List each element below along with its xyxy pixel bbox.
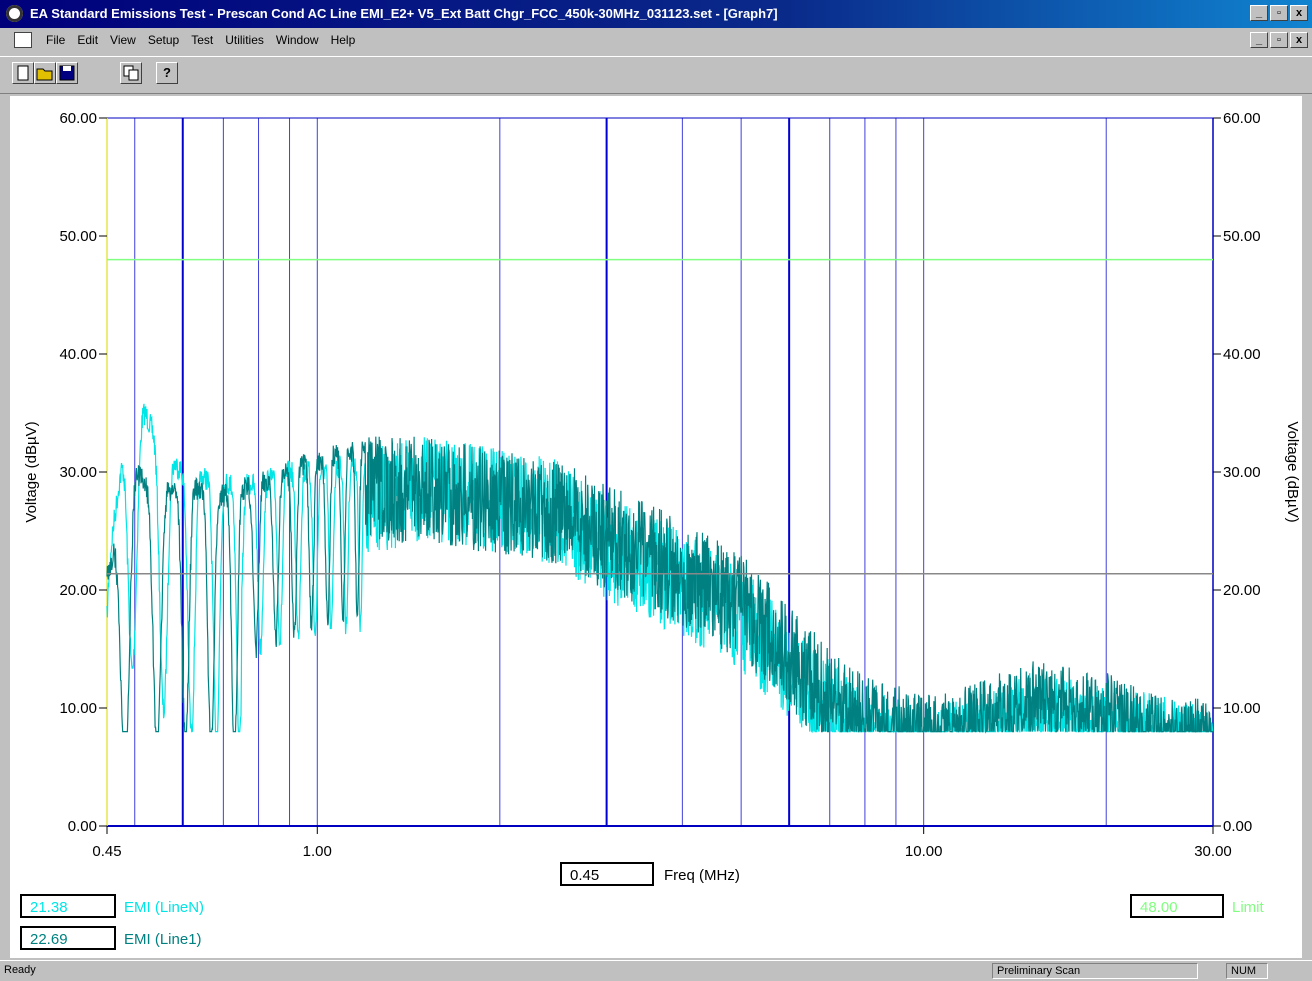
lineN-readout: 21.38 — [20, 894, 116, 918]
y-tick-label-0: 0.00 — [68, 818, 97, 835]
emissions-chart[interactable]: 0.00 0.00 10.00 10.00 20.00 20.00 30.00 30.00 40… — [10, 96, 1302, 958]
x-tick-label-1: 1.00 — [303, 843, 332, 860]
y-axis-label: Voltage (dBµV) — [23, 421, 40, 522]
menu-test[interactable]: Test — [191, 33, 214, 47]
y-tick-label-right-0: 0.00 — [1223, 818, 1252, 835]
y-axis-label-right: Voltage (dBµV) — [1284, 421, 1301, 522]
menu-help[interactable]: Help — [330, 33, 356, 47]
x-tick-label-3: 30.00 — [1194, 843, 1232, 860]
new-icon[interactable] — [12, 62, 34, 84]
freq-readout[interactable]: 0.45 — [560, 862, 654, 886]
minimize-button[interactable]: _ — [1250, 5, 1268, 21]
window-title: EA Standard Emissions Test - Prescan Con… — [30, 6, 778, 21]
menu-window[interactable]: Window — [275, 33, 319, 47]
status-ready: Ready — [4, 964, 36, 976]
y-tick-label-right-4: 40.00 — [1223, 346, 1261, 363]
title-bar: EA Standard Emissions Test - Prescan Con… — [0, 0, 1312, 28]
freq-axis-label: Freq (MHz) — [664, 867, 740, 884]
status-bar: Ready Preliminary Scan NUM — [0, 960, 1312, 981]
open-icon[interactable] — [34, 62, 56, 84]
y-tick-label-1: 10.00 — [59, 700, 97, 717]
document-icon[interactable] — [14, 32, 32, 48]
app-icon — [6, 5, 23, 22]
y-tick-label-right-1: 10.00 — [1223, 700, 1261, 717]
y-tick-label-5: 50.00 — [59, 228, 97, 245]
menu-view[interactable]: View — [110, 33, 136, 47]
mdi-minimize-button[interactable]: _ — [1250, 32, 1268, 48]
mdi-controls: _ ▫ x — [1250, 32, 1308, 48]
status-num: NUM — [1226, 963, 1268, 979]
y-tick-label-right-2: 20.00 — [1223, 582, 1261, 599]
line1-readout: 22.69 — [20, 926, 116, 950]
menu-file[interactable]: File — [46, 33, 66, 47]
menu-setup[interactable]: Setup — [147, 33, 180, 47]
maximize-button[interactable]: ▫ — [1270, 5, 1288, 21]
series-line1-trace — [106, 436, 1213, 734]
window-controls: _ ▫ x — [1250, 5, 1308, 21]
help-icon[interactable]: ? — [156, 62, 178, 84]
y-tick-label-3: 30.00 — [59, 464, 97, 481]
status-mode: Preliminary Scan — [992, 963, 1198, 979]
close-button[interactable]: x — [1290, 5, 1308, 21]
mdi-restore-button[interactable]: ▫ — [1270, 32, 1288, 48]
y-tick-label-right-6: 60.00 — [1223, 110, 1261, 127]
x-tick-label-2: 10.00 — [905, 843, 943, 860]
menu-bar: File Edit View Setup Test Utilities Wind… — [0, 28, 1312, 54]
x-tick-label-0: 0.45 — [92, 843, 121, 860]
mdi-close-button[interactable]: x — [1290, 32, 1308, 48]
chart-area: 0.00 0.00 10.00 10.00 20.00 20.00 30.00 30.00 40… — [10, 96, 1302, 958]
lineN-legend-label: EMI (LineN) — [124, 899, 205, 916]
limit-legend-label: Limit — [1232, 899, 1264, 916]
y-tick-label-2: 20.00 — [59, 582, 97, 599]
y-tick-label-right-3: 30.00 — [1223, 464, 1261, 481]
y-tick-label-right-5: 50.00 — [1223, 228, 1261, 245]
copy-icon[interactable] — [120, 62, 142, 84]
toolbar: ? — [0, 56, 1312, 94]
line1-legend-label: EMI (Line1) — [124, 931, 202, 948]
menu-edit[interactable]: Edit — [77, 33, 99, 47]
y-tick-label-4: 40.00 — [59, 346, 97, 363]
save-icon[interactable] — [56, 62, 78, 84]
menu-utilities[interactable]: Utilities — [225, 33, 264, 47]
limit-readout: 48.00 — [1130, 894, 1224, 918]
y-tick-label-6: 60.00 — [59, 110, 97, 127]
